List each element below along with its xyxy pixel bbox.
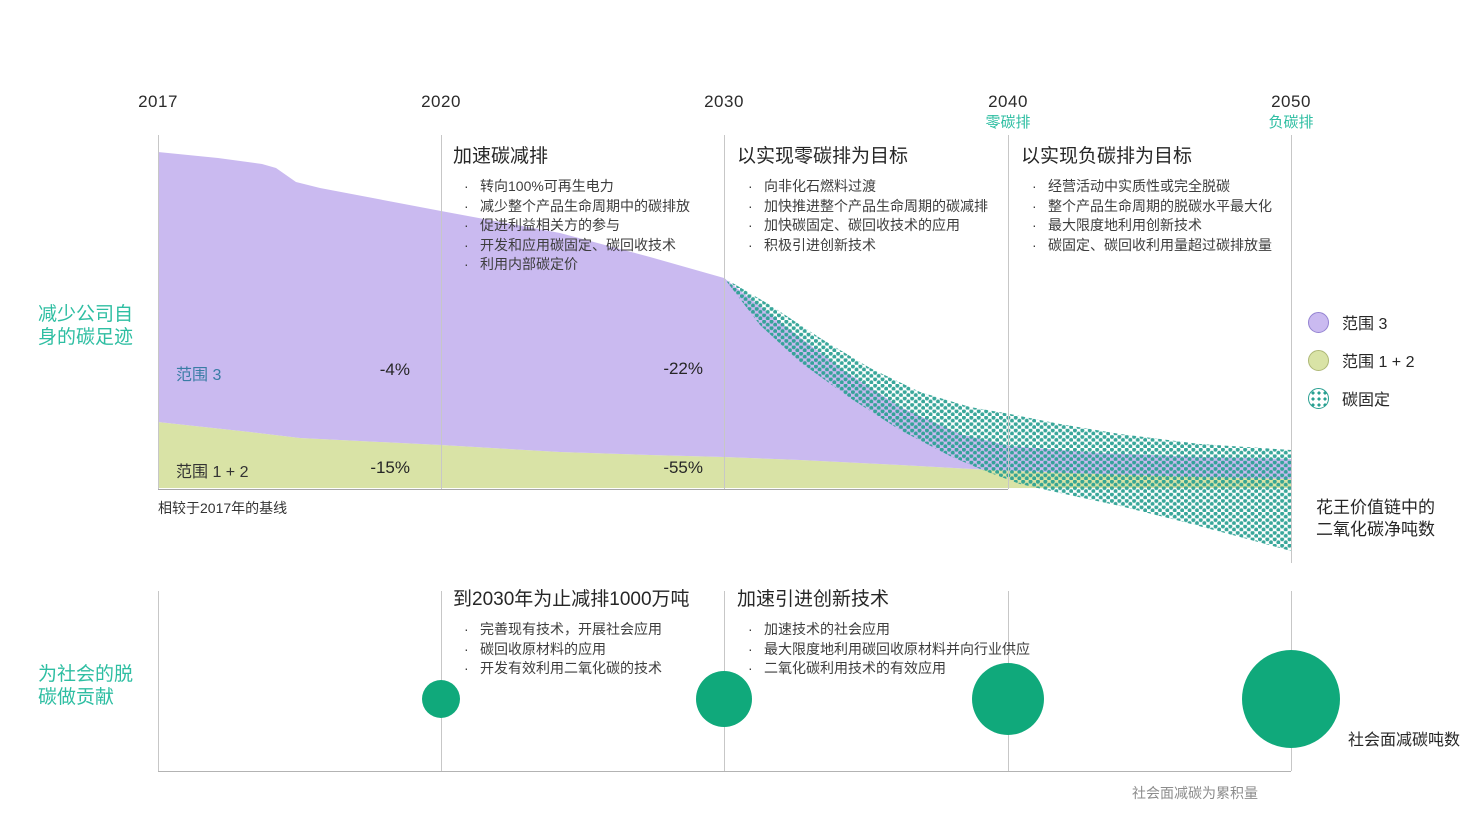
list-item: 加快碳固定、碳回收技术的应用	[737, 216, 1037, 236]
carbon-fixation-dots-area	[724, 278, 1291, 551]
lower-block-2020: 到2030年为止减排1000万吨 完善现有技术，开展社会应用 碳回收原材料的应用…	[453, 589, 753, 679]
upper-block-2030-title: 以实现零碳排为目标	[737, 146, 909, 167]
social-tonnage-label: 社会面减碳吨数	[1348, 732, 1461, 749]
legend-row-scope3: 范围 3	[1308, 310, 1414, 334]
net-co2-tonnage-label: 花王价值链中的二氧化碳净吨数	[1316, 498, 1435, 539]
legend: 范围 3 范围 1 + 2 碳固定	[1308, 310, 1414, 424]
lower-section-title: 为社会的脱 碳做贡献	[38, 663, 168, 709]
baseline-note: 相较于2017年的基线	[158, 500, 288, 516]
milestone-zero-carbon: 零碳排	[985, 114, 1031, 131]
cumulative-footnote: 社会面减碳为累积量	[1132, 785, 1258, 801]
lower-section-title-line2: 碳做贡献	[38, 687, 115, 708]
social-bubble-2050	[1242, 650, 1340, 748]
upper-block-2040: 以实现负碳排为目标 经营活动中实质性或完全脱碳 整个产品生命周期的脱碳水平最大化…	[1021, 146, 1321, 255]
upper-section-title-line2: 身的碳足迹	[38, 327, 134, 348]
list-item: 减少整个产品生命周期中的碳排放	[453, 197, 753, 217]
scope12-area-label: 范围 1 + 2	[176, 464, 249, 481]
legend-row-scope12: 范围 1 + 2	[1308, 348, 1414, 372]
scope12-2030-pct: -55%	[663, 458, 703, 477]
milestone-negative-carbon: 负碳排	[1268, 114, 1314, 131]
list-item: 碳固定、碳回收利用量超过碳排放量	[1021, 236, 1321, 256]
list-item: 向非化石燃料过渡	[737, 177, 1037, 197]
list-item: 经营活动中实质性或完全脱碳	[1021, 177, 1321, 197]
list-item: 二氧化碳利用技术的有效应用	[737, 659, 1037, 679]
list-item: 最大限度地利用碳回收原材料并向行业供应	[737, 640, 1037, 660]
scope3-area-label: 范围 3	[176, 367, 222, 384]
list-item: 整个产品生命周期的脱碳水平最大化	[1021, 197, 1321, 217]
social-bubbles	[422, 650, 1340, 748]
upper-section-title: 减少公司自 身的碳足迹	[38, 303, 168, 349]
upper-block-2020: 加速碳减排 转向100%可再生电力 减少整个产品生命周期中的碳排放 促进利益相关…	[453, 146, 753, 275]
year-label-2017: 2017	[138, 92, 178, 111]
lower-block-2030-title: 加速引进创新技术	[737, 589, 890, 610]
list-item: 完善现有技术，开展社会应用	[453, 620, 753, 640]
year-label-2050: 2050	[1271, 92, 1311, 111]
upper-block-2040-title: 以实现负碳排为目标	[1021, 146, 1193, 167]
list-item: 促进利益相关方的参与	[453, 216, 753, 236]
list-item: 最大限度地利用创新技术	[1021, 216, 1321, 236]
list-item: 积极引进创新技术	[737, 236, 1037, 256]
scope12-legend-swatch	[1308, 349, 1329, 371]
scope3-2030-pct: -22%	[663, 359, 703, 378]
legend-label: 范围 1 + 2	[1342, 354, 1415, 371]
scope3-legend-swatch	[1308, 311, 1329, 333]
lower-block-2020-title: 到2030年为止减排1000万吨	[453, 589, 690, 610]
list-item: 转向100%可再生电力	[453, 177, 753, 197]
carbon-fixation-legend-swatch	[1308, 387, 1329, 409]
list-item: 开发和应用碳固定、碳回收技术	[453, 236, 753, 256]
legend-row-fixation: 碳固定	[1308, 386, 1414, 410]
list-item: 开发有效利用二氧化碳的技术	[453, 659, 753, 679]
list-item: 加速技术的社会应用	[737, 620, 1037, 640]
scope3-2020-pct: -4%	[379, 360, 410, 379]
social-bubble-2020	[422, 680, 460, 718]
social-bubble-2040	[972, 663, 1044, 735]
list-item: 加快推进整个产品生命周期的碳减排	[737, 197, 1037, 217]
upper-block-2030: 以实现零碳排为目标 向非化石燃料过渡 加快推进整个产品生命周期的碳减排 加快碳固…	[737, 146, 1037, 255]
list-item: 碳回收原材料的应用	[453, 640, 753, 660]
upper-block-2020-title: 加速碳减排	[453, 146, 549, 167]
list-item: 利用内部碳定价	[453, 255, 753, 275]
year-label-2030: 2030	[704, 92, 744, 111]
legend-label: 范围 3	[1342, 316, 1388, 333]
social-bubble-2030	[696, 671, 752, 727]
year-label-2020: 2020	[421, 92, 461, 111]
scope12-2020-pct: -15%	[370, 458, 410, 477]
year-label-2040: 2040	[988, 92, 1028, 111]
upper-section-title-line1: 减少公司自	[38, 304, 134, 325]
lower-block-2030: 加速引进创新技术 加速技术的社会应用 最大限度地利用碳回收原材料并向行业供应 二…	[737, 589, 1037, 679]
lower-section-title-line1: 为社会的脱	[38, 664, 134, 685]
legend-label: 碳固定	[1342, 392, 1391, 409]
